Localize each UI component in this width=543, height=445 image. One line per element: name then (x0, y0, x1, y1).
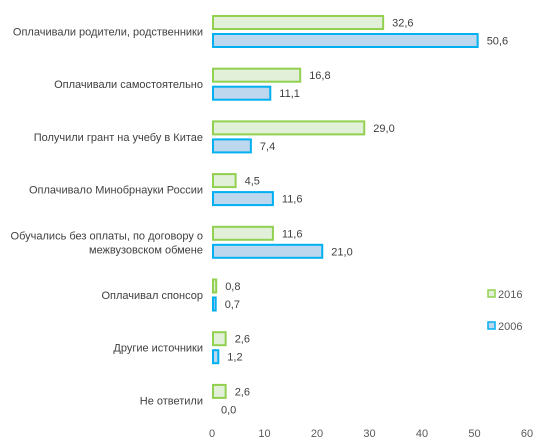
data-label-2016-5: 11,6 (282, 228, 303, 240)
category-label: Не ответили (140, 395, 203, 407)
bar-2016-1 (212, 15, 385, 30)
data-label-2006-3: 7,4 (260, 141, 275, 153)
bar-2016-8 (212, 383, 227, 399)
x-tick-label: 0 (209, 428, 215, 440)
data-label-2016-3: 29,0 (373, 123, 394, 135)
x-tick-label: 10 (258, 428, 270, 440)
x-tick-label: 60 (521, 428, 533, 440)
data-label-2006-5: 21,0 (331, 246, 352, 258)
bar-2006-7 (212, 349, 220, 365)
category-label: Обучались без оплаты, по договору о (11, 230, 203, 242)
data-label-2016-8: 2,6 (235, 386, 250, 398)
data-label-2016-2: 16,8 (309, 70, 330, 82)
category-label: Другие источники (113, 343, 203, 355)
data-label-2006-1: 50,6 (487, 36, 508, 48)
category-label: Оплачивало Минобрнауки России (29, 185, 203, 197)
bar-2016-5 (212, 225, 274, 241)
data-label-2016-7: 2,6 (235, 334, 250, 346)
bar-2006-6 (212, 296, 217, 312)
data-label-2006-7: 1,2 (227, 352, 242, 364)
data-label-2006-8: 0,0 (221, 404, 236, 416)
category-label: Оплачивал спонсор (101, 290, 203, 302)
legend-label-2016: 2016 (498, 289, 522, 301)
bar-2006-2 (212, 85, 272, 101)
category-label: Получили грант на учебу в Китае (34, 132, 203, 144)
bar-2006-1 (212, 33, 479, 48)
x-tick-label: 30 (363, 428, 375, 440)
bar-2016-2 (212, 67, 302, 83)
bar-2016-6 (212, 278, 218, 294)
x-tick-label: 20 (311, 428, 323, 440)
legend-swatch-2006 (487, 321, 496, 330)
bar-2016-7 (212, 331, 227, 347)
legend-label-2006: 2006 (498, 321, 522, 333)
x-tick-label: 50 (468, 428, 480, 440)
data-label-2016-4: 4,5 (245, 176, 260, 188)
category-label: Оплачивали родители, родственники (13, 27, 203, 39)
data-label-2006-4: 11,6 (282, 194, 303, 206)
bar-2006-3 (212, 138, 252, 154)
data-label-2016-6: 0,8 (225, 281, 240, 293)
data-label-2016-1: 32,6 (392, 18, 413, 30)
data-label-2006-2: 11,1 (279, 88, 300, 100)
bar-2016-3 (212, 120, 366, 136)
legend-swatch-2016 (487, 289, 496, 298)
bar-2006-5 (212, 243, 324, 259)
data-label-2006-6: 0,7 (225, 299, 240, 311)
bar-2006-4 (212, 191, 274, 207)
bar-2016-4 (212, 173, 237, 189)
x-tick-label: 40 (416, 428, 428, 440)
category-label: Оплачивали самостоятельно (54, 79, 203, 91)
category-label: межвузовском обмене (89, 244, 203, 256)
